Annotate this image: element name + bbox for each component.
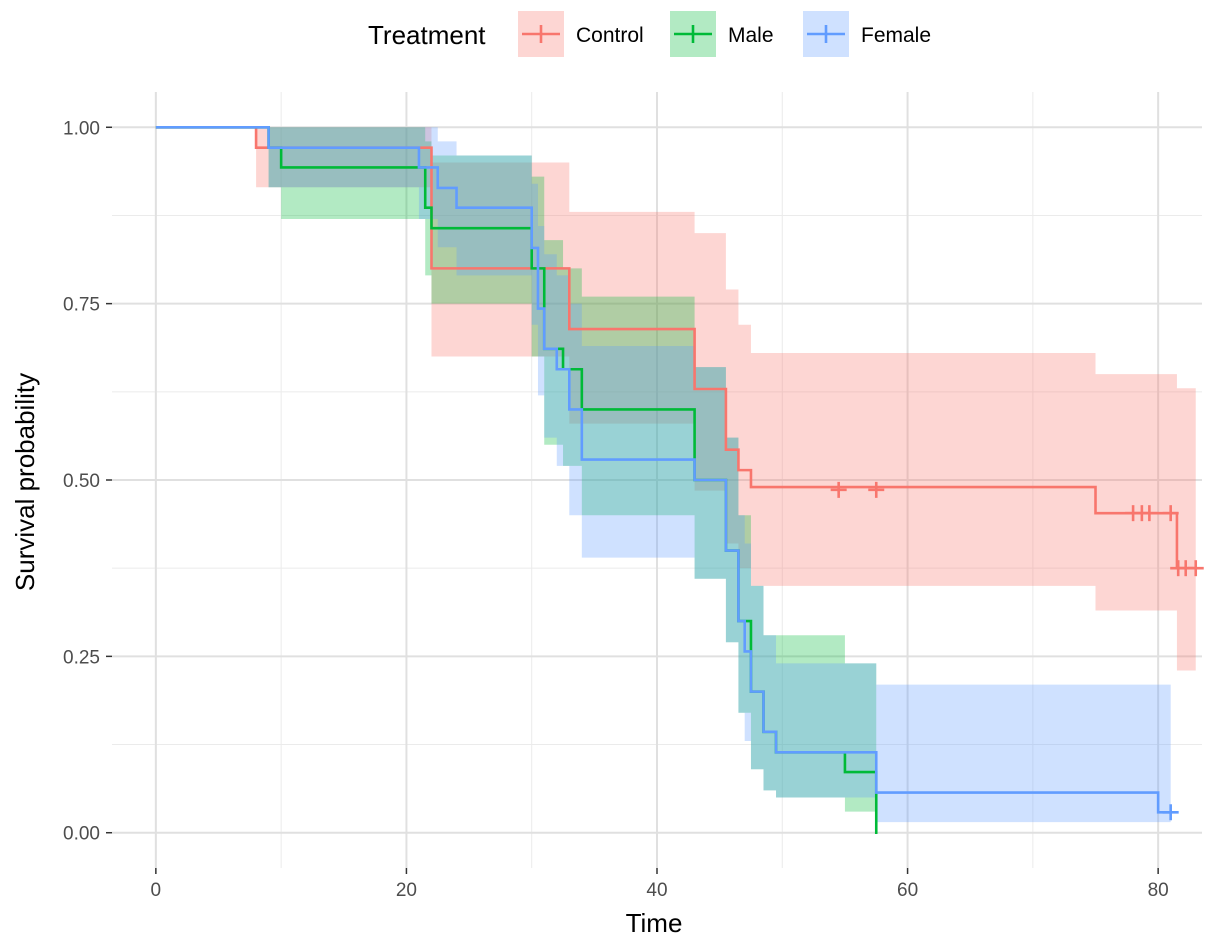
x-tick-label: 80 bbox=[1148, 880, 1169, 901]
legend: Treatment Control Male Female bbox=[368, 11, 931, 57]
censor-marks bbox=[830, 481, 1204, 821]
legend-label-male: Male bbox=[728, 24, 774, 47]
control-confidence-band bbox=[155, 127, 1196, 671]
x-tick-label: 0 bbox=[151, 880, 162, 901]
x-tick-label: 20 bbox=[396, 880, 417, 901]
y-tick-label: 0.25 bbox=[63, 647, 100, 668]
x-axis-title: Time bbox=[626, 908, 683, 937]
legend-item-female: Female bbox=[803, 11, 931, 57]
legend-item-male: Male bbox=[670, 11, 774, 57]
legend-label-control: Control bbox=[576, 24, 644, 47]
legend-label-female: Female bbox=[861, 24, 931, 47]
x-tick-label: 60 bbox=[897, 880, 918, 901]
y-tick-label: 0.50 bbox=[63, 471, 100, 492]
female-survival-curve bbox=[155, 125, 1171, 814]
grid bbox=[112, 92, 1202, 868]
legend-item-control: Control bbox=[518, 11, 644, 57]
y-axis-title: Survival probability bbox=[10, 373, 40, 591]
axes: 0 20 40 60 80 0.00 0.25 0.50 0.75 1.00 bbox=[63, 118, 1169, 901]
control-censor-mark bbox=[1162, 505, 1179, 522]
control-censor-mark bbox=[1187, 560, 1204, 577]
control-censor-mark bbox=[1141, 505, 1158, 522]
female-censor-mark bbox=[1162, 804, 1179, 821]
y-tick-label: 0.00 bbox=[63, 824, 100, 845]
female-confidence-band bbox=[155, 127, 1171, 823]
control-censor-mark bbox=[868, 481, 885, 498]
control-censor-mark bbox=[830, 481, 847, 498]
y-tick-label: 0.75 bbox=[63, 295, 100, 316]
x-tick-label: 40 bbox=[646, 880, 667, 901]
y-tick-label: 1.00 bbox=[63, 118, 100, 139]
survival-curves bbox=[155, 125, 1196, 835]
legend-title: Treatment bbox=[368, 20, 486, 50]
